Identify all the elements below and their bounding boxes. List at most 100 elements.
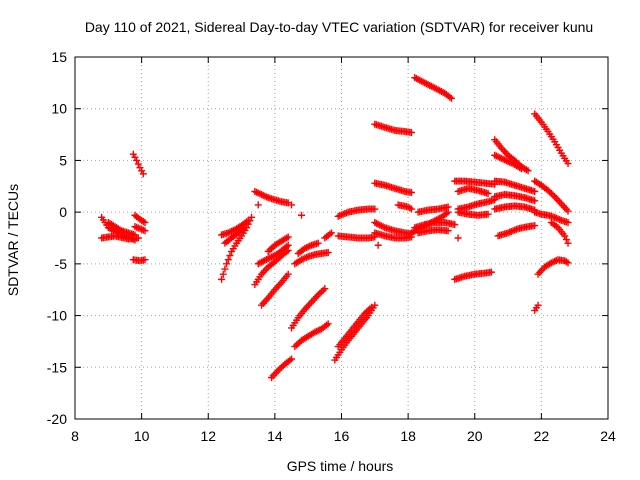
data-track xyxy=(264,233,292,255)
data-track xyxy=(129,150,147,178)
data-track xyxy=(414,226,452,237)
data-point xyxy=(531,187,539,195)
chart-title: Day 110 of 2021, Sidereal Day-to-day VTE… xyxy=(85,19,593,35)
data-point xyxy=(564,239,572,247)
data-track xyxy=(371,218,415,238)
data-track xyxy=(288,285,329,332)
data-point xyxy=(141,227,149,235)
data-point xyxy=(564,160,572,168)
x-tick-label: 12 xyxy=(200,428,216,444)
data-track xyxy=(129,256,149,265)
data-point xyxy=(451,221,459,229)
y-tick-label: 10 xyxy=(51,101,67,117)
data-point xyxy=(134,234,142,242)
data-track xyxy=(491,202,539,214)
data-point xyxy=(531,197,539,205)
y-axis-label: SDTVAR / TECUs xyxy=(5,184,21,296)
data-track xyxy=(454,184,492,198)
data-point xyxy=(328,229,336,237)
data-point xyxy=(564,218,572,226)
axis-ticks: 8 10 12 14 16 18 20 22 24 -20 -15 -10 -5 0 5 10 15 xyxy=(47,49,616,444)
data-point xyxy=(564,207,572,215)
x-tick-label: 18 xyxy=(400,428,416,444)
data-track xyxy=(334,232,379,242)
data-point xyxy=(298,211,306,219)
data-point xyxy=(141,256,149,264)
data-track xyxy=(254,241,292,268)
data-point xyxy=(139,170,147,178)
data-point xyxy=(218,275,226,283)
data-track xyxy=(531,110,572,168)
data-point xyxy=(248,213,256,221)
data-point xyxy=(367,303,375,311)
data-point xyxy=(534,301,542,309)
x-tick-label: 16 xyxy=(334,428,350,444)
data-track xyxy=(291,320,332,351)
data-track xyxy=(251,187,292,207)
data-point xyxy=(314,239,322,247)
data-track xyxy=(254,201,262,209)
data-track xyxy=(534,256,572,278)
data-point xyxy=(284,233,292,241)
data-track xyxy=(371,179,415,196)
data-track xyxy=(374,241,382,249)
y-tick-label: 5 xyxy=(59,152,67,168)
data-point xyxy=(241,224,249,232)
data-track xyxy=(494,222,539,240)
data-point xyxy=(141,218,149,226)
data-track xyxy=(411,74,455,102)
data-point xyxy=(226,252,234,260)
data-point xyxy=(284,241,292,249)
data-track xyxy=(371,229,415,242)
y-tick-label: -20 xyxy=(47,411,67,427)
data-track xyxy=(321,229,336,242)
y-tick-label: 15 xyxy=(51,49,67,65)
data-point xyxy=(524,167,532,175)
data-point xyxy=(447,94,455,102)
data-track xyxy=(258,270,292,309)
data-track xyxy=(291,248,332,268)
x-tick-label: 20 xyxy=(467,428,483,444)
data-track xyxy=(288,201,296,209)
data-point xyxy=(484,210,492,218)
data-track xyxy=(531,177,572,215)
data-point xyxy=(288,355,296,363)
data-track xyxy=(414,203,452,216)
y-tick-label: -10 xyxy=(47,308,67,324)
data-point xyxy=(223,260,231,268)
x-tick-label: 10 xyxy=(134,428,150,444)
y-tick-label: 0 xyxy=(59,204,67,220)
data-track xyxy=(268,355,296,382)
data-points xyxy=(98,74,572,382)
data-track xyxy=(221,224,249,247)
data-point xyxy=(224,256,232,264)
data-track xyxy=(491,191,539,205)
data-point xyxy=(244,216,252,224)
data-track xyxy=(334,205,379,220)
x-axis-label: GPS time / hours xyxy=(287,458,394,474)
data-point xyxy=(561,232,569,240)
data-track xyxy=(394,201,415,213)
y-tick-label: -5 xyxy=(55,256,68,272)
data-point xyxy=(321,285,329,293)
data-point xyxy=(444,203,452,211)
data-track xyxy=(454,208,492,219)
data-track xyxy=(491,151,525,173)
data-point xyxy=(374,241,382,249)
data-point xyxy=(454,234,462,242)
data-point xyxy=(133,156,141,164)
data-track xyxy=(131,223,149,235)
data-track xyxy=(411,218,459,232)
data-track xyxy=(218,213,256,283)
data-track xyxy=(131,211,149,226)
data-point xyxy=(284,270,292,278)
data-track xyxy=(547,218,572,247)
data-point xyxy=(407,188,415,196)
data-point xyxy=(484,190,492,198)
x-tick-label: 24 xyxy=(600,428,616,444)
data-point xyxy=(221,265,229,273)
x-tick-label: 22 xyxy=(534,428,550,444)
data-track xyxy=(334,303,375,351)
data-track xyxy=(98,232,142,243)
